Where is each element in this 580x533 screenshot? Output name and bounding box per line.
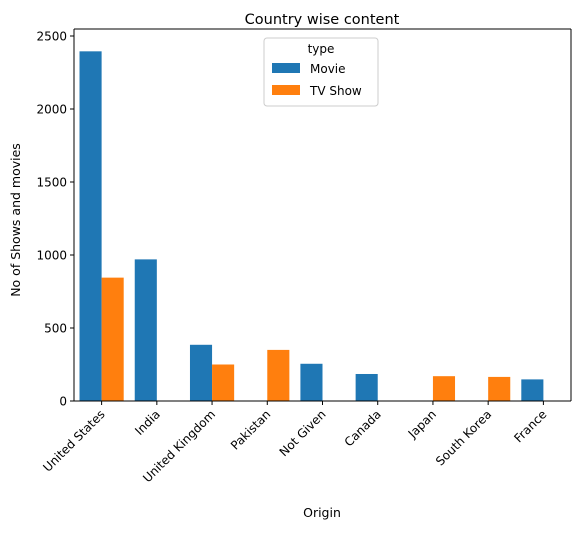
y-tick-label: 0 [59, 395, 67, 409]
legend-title: type [308, 42, 335, 56]
bar-movie-france [521, 379, 544, 401]
bar-movie-united-kingdom [189, 344, 213, 401]
legend-swatch [272, 85, 300, 95]
y-axis-label: No of Shows and movies [8, 143, 23, 297]
chart-title: Country wise content [245, 12, 400, 28]
bar-movie-india [134, 259, 157, 401]
bar-movie-canada [355, 373, 378, 401]
bar-tv-show-japan [432, 376, 456, 401]
legend-swatch [272, 63, 300, 73]
y-tick-label: 2000 [36, 103, 67, 117]
bar-tv-show-south-korea [488, 376, 511, 401]
bar-tv-show-united-kingdom [212, 364, 235, 401]
y-tick-label: 500 [44, 322, 67, 336]
bar-tv-show-united-states [101, 277, 124, 401]
legend-label: TV Show [309, 84, 362, 98]
legend: type Movie TV Show [263, 37, 379, 107]
bars-layer [79, 51, 544, 401]
bar-tv-show-pakistan [267, 349, 290, 401]
bar-movie-united-states [79, 51, 102, 401]
y-tick-label: 1000 [36, 249, 67, 263]
y-tick-label: 1500 [36, 176, 67, 190]
legend-label: Movie [310, 62, 346, 76]
y-tick-label: 2500 [36, 30, 67, 44]
x-axis-label: Origin [303, 505, 341, 520]
bar-movie-not-given [300, 363, 323, 401]
